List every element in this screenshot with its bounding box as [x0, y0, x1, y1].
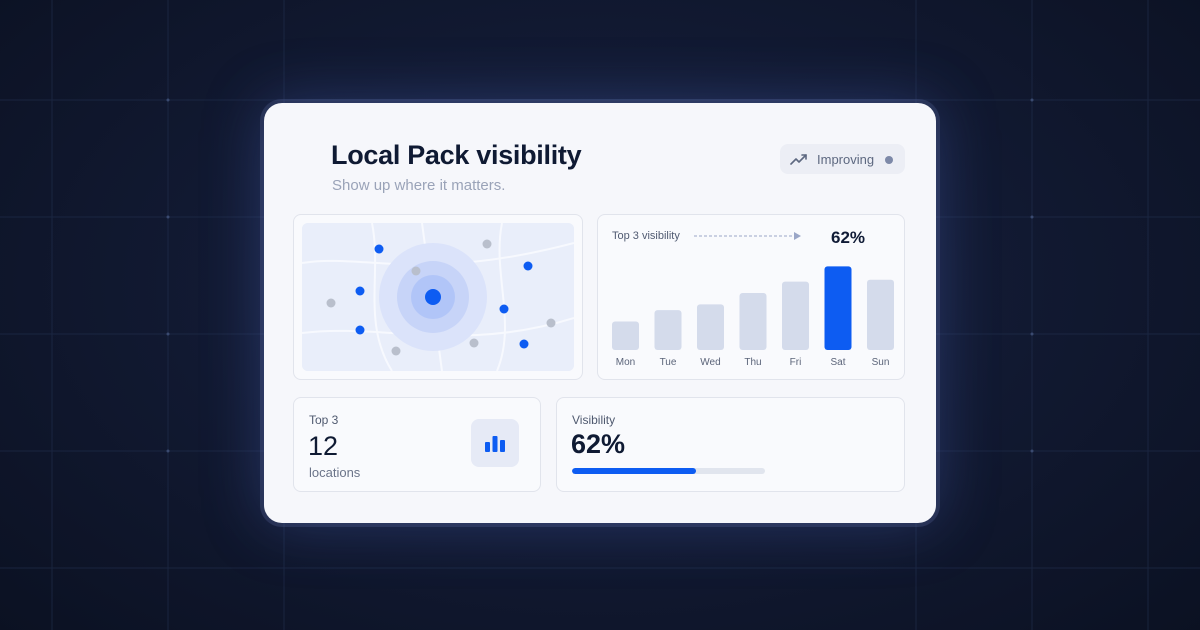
- bar-wed: [697, 304, 724, 350]
- visibility-card: Visibility 62%: [556, 397, 905, 492]
- bar-thu: [739, 293, 767, 350]
- tick-label-tue: Tue: [660, 357, 677, 368]
- top3-sublabel: locations: [309, 465, 361, 480]
- bar-chart-icon: [471, 419, 519, 467]
- status-label: Improving: [817, 151, 875, 167]
- bar-fri: [782, 281, 809, 350]
- visibility-progress-bar: [572, 468, 765, 474]
- top3-value: 12: [308, 431, 339, 461]
- visibility-chart-panel: Top 3 visibility 62% Mon Tue Wed Thu Fri Sat S…: [597, 214, 905, 380]
- map-view[interactable]: [302, 223, 574, 371]
- visibility-value: 62%: [571, 429, 626, 459]
- page-title: Local Pack visibility: [331, 140, 582, 170]
- status-dot: [885, 156, 893, 164]
- page-subtitle: Show up where it matters.: [332, 177, 506, 194]
- map-illustration: [302, 223, 574, 371]
- bar-sun: [867, 279, 894, 350]
- tick-label-sun: Sun: [872, 357, 890, 368]
- trending-up-icon: [790, 154, 807, 165]
- top3-label: Top 3: [309, 413, 339, 427]
- visibility-progress-fill: [572, 468, 696, 474]
- local-pack-card: Local Pack visibility Show up where it m…: [264, 103, 936, 523]
- bar-sat: [824, 266, 852, 350]
- map-panel: [293, 214, 583, 380]
- arrow-right-icon: [694, 232, 801, 240]
- bar-tue: [654, 310, 682, 350]
- tick-label-wed: Wed: [700, 357, 720, 368]
- top3-card: Top 3 12 locations: [293, 397, 541, 492]
- tick-label-mon: Mon: [616, 357, 635, 368]
- chart-value: 62%: [831, 228, 866, 247]
- bar-chart: Mon Tue Wed Thu Fri Sat Sun: [612, 266, 894, 368]
- tick-label-sat: Sat: [830, 357, 845, 368]
- bar-mon: [612, 321, 639, 350]
- status-badge[interactable]: Improving: [780, 144, 905, 174]
- chart-label: Top 3 visibility: [612, 230, 680, 242]
- tick-label-fri: Fri: [790, 357, 802, 368]
- tick-label-thu: Thu: [744, 357, 761, 368]
- visibility-label: Visibility: [572, 413, 616, 427]
